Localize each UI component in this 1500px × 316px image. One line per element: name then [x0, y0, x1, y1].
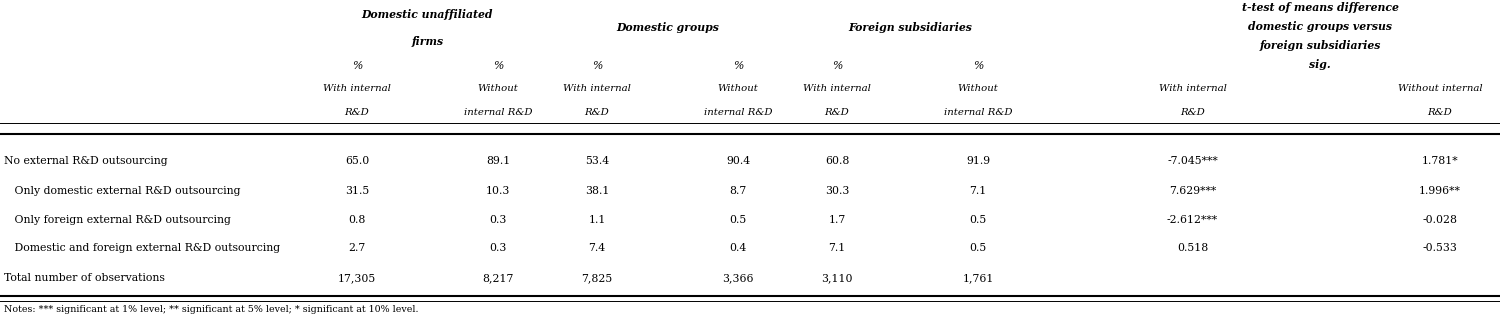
Text: Domestic groups: Domestic groups [616, 22, 718, 33]
Text: 0.5: 0.5 [729, 215, 747, 225]
Text: R&D: R&D [345, 108, 369, 117]
Text: -0.028: -0.028 [1422, 215, 1458, 225]
Text: Without: Without [957, 84, 999, 93]
Text: 7.1: 7.1 [969, 186, 987, 196]
Text: %: % [974, 61, 982, 71]
Text: 0.5: 0.5 [969, 215, 987, 225]
Text: 60.8: 60.8 [825, 156, 849, 166]
Text: Only domestic external R&D outsourcing: Only domestic external R&D outsourcing [4, 186, 242, 196]
Text: No external R&D outsourcing: No external R&D outsourcing [4, 156, 168, 166]
Text: With internal: With internal [322, 84, 392, 93]
Text: Without: Without [477, 84, 519, 93]
Text: 0.518: 0.518 [1178, 243, 1208, 253]
Text: 7.1: 7.1 [828, 243, 846, 253]
Text: %: % [352, 61, 362, 71]
Text: domestic groups versus: domestic groups versus [1248, 21, 1392, 32]
Text: 8.7: 8.7 [729, 186, 747, 196]
Text: -2.612***: -2.612*** [1167, 215, 1218, 225]
Text: %: % [494, 61, 502, 71]
Text: 1.1: 1.1 [588, 215, 606, 225]
Text: 89.1: 89.1 [486, 156, 510, 166]
Text: internal R&D: internal R&D [464, 108, 532, 117]
Text: 17,305: 17,305 [338, 273, 376, 283]
Text: t-test of means difference: t-test of means difference [1242, 3, 1398, 13]
Text: R&D: R&D [1428, 108, 1452, 117]
Text: 38.1: 38.1 [585, 186, 609, 196]
Text: -7.045***: -7.045*** [1167, 156, 1218, 166]
Text: 0.3: 0.3 [489, 215, 507, 225]
Text: With internal: With internal [562, 84, 632, 93]
Text: Domestic unaffiliated: Domestic unaffiliated [362, 9, 494, 20]
Text: 30.3: 30.3 [825, 186, 849, 196]
Text: 1,761: 1,761 [963, 273, 993, 283]
Text: sig.: sig. [1310, 59, 1330, 70]
Text: firms: firms [411, 36, 444, 46]
Text: 0.8: 0.8 [348, 215, 366, 225]
Text: %: % [734, 61, 742, 71]
Text: With internal: With internal [1158, 84, 1227, 93]
Text: Without internal: Without internal [1398, 84, 1482, 93]
Text: 91.9: 91.9 [966, 156, 990, 166]
Text: %: % [833, 61, 842, 71]
Text: internal R&D: internal R&D [704, 108, 772, 117]
Text: R&D: R&D [825, 108, 849, 117]
Text: Notes: *** significant at 1% level; ** significant at 5% level; * significant at: Notes: *** significant at 1% level; ** s… [4, 305, 419, 314]
Text: internal R&D: internal R&D [944, 108, 1012, 117]
Text: %: % [592, 61, 602, 71]
Text: R&D: R&D [585, 108, 609, 117]
Text: 7,825: 7,825 [582, 273, 612, 283]
Text: Without: Without [717, 84, 759, 93]
Text: Foreign subsidiaries: Foreign subsidiaries [849, 22, 972, 33]
Text: R&D: R&D [1180, 108, 1204, 117]
Text: 2.7: 2.7 [348, 243, 366, 253]
Text: 0.5: 0.5 [969, 243, 987, 253]
Text: 0.4: 0.4 [729, 243, 747, 253]
Text: Domestic and foreign external R&D outsourcing: Domestic and foreign external R&D outsou… [4, 243, 280, 253]
Text: 1.7: 1.7 [828, 215, 846, 225]
Text: With internal: With internal [802, 84, 871, 93]
Text: 0.3: 0.3 [489, 243, 507, 253]
Text: -0.533: -0.533 [1422, 243, 1458, 253]
Text: 65.0: 65.0 [345, 156, 369, 166]
Text: 10.3: 10.3 [486, 186, 510, 196]
Text: Total number of observations: Total number of observations [4, 273, 165, 283]
Text: 1.781*: 1.781* [1422, 156, 1458, 166]
Text: 3,110: 3,110 [822, 273, 852, 283]
Text: 7.629***: 7.629*** [1168, 186, 1216, 196]
Text: 3,366: 3,366 [723, 273, 753, 283]
Text: 8,217: 8,217 [483, 273, 513, 283]
Text: 1.996**: 1.996** [1419, 186, 1461, 196]
Text: 53.4: 53.4 [585, 156, 609, 166]
Text: Only foreign external R&D outsourcing: Only foreign external R&D outsourcing [4, 215, 231, 225]
Text: 31.5: 31.5 [345, 186, 369, 196]
Text: 90.4: 90.4 [726, 156, 750, 166]
Text: foreign subsidiaries: foreign subsidiaries [1260, 40, 1380, 51]
Text: 7.4: 7.4 [588, 243, 606, 253]
